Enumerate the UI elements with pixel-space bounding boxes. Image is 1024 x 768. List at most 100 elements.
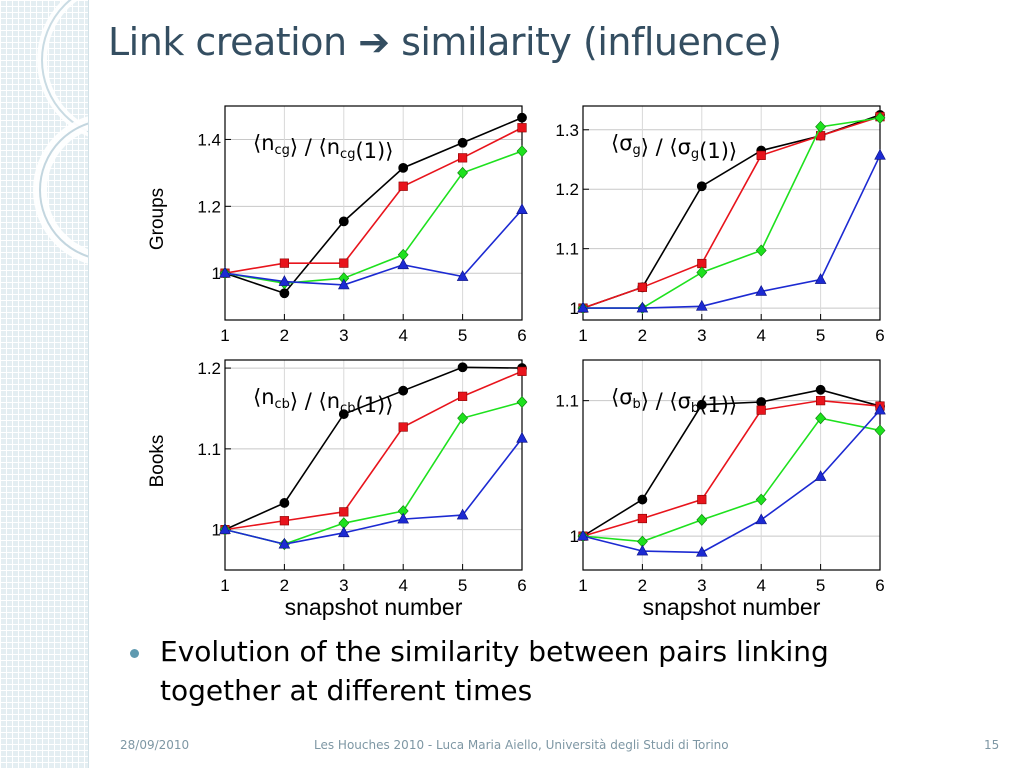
formula-label: ⟨σg⟩ / ⟨σg(1)⟩ [611, 131, 737, 163]
chart-sg: 11.11.21.31 2 3 4 5 6⟨σg⟩ / ⟨σg(1)⟩ [555, 105, 886, 345]
formula-subscript: b [691, 401, 699, 416]
plot-frame [582, 105, 881, 321]
tick-label-x: 4 [398, 326, 407, 345]
data-point-circle [696, 399, 707, 410]
tick-label-x: 1 [220, 326, 229, 345]
data-point-triangle [219, 266, 231, 278]
data-point-circle [457, 137, 468, 148]
tick-label-y: 1.1 [555, 240, 579, 259]
series-line-2 [224, 150, 523, 285]
data-point-triangle [636, 544, 649, 556]
series-line-0 [582, 388, 881, 537]
title-arrow-icon: ➔ [358, 20, 390, 64]
tick-label-x: 6 [875, 576, 884, 595]
formula-part: ⟩ / ⟨σ [641, 389, 691, 413]
data-point-diamond [874, 111, 886, 124]
data-point-square [637, 282, 647, 292]
formula-part: ⟨σ [611, 385, 633, 409]
data-point-circle [398, 385, 409, 396]
tick-label-y: 1.1 [197, 440, 221, 459]
tick-label-x: 3 [339, 326, 348, 345]
data-point-triangle [337, 526, 350, 538]
data-point-diamond [696, 513, 708, 526]
data-point-diamond [516, 396, 528, 408]
tick-label-x: 5 [458, 326, 467, 345]
data-point-circle [756, 397, 767, 407]
data-point-triangle [814, 470, 827, 481]
series-line-3 [224, 209, 523, 286]
data-point-triangle [755, 285, 768, 296]
tick-label-x: 5 [816, 326, 825, 345]
footer-center: Les Houches 2010 - Luca Maria Aiello, Un… [314, 738, 729, 752]
tick-label-y: 1 [570, 299, 579, 318]
data-point-diamond [696, 266, 708, 279]
formula-part: ⟨n [253, 131, 275, 155]
data-point-diamond [457, 412, 469, 425]
decorative-sidebar [0, 0, 89, 768]
data-point-square [517, 366, 527, 376]
data-point-diamond [874, 424, 886, 437]
tick-label-y: 1.4 [197, 130, 221, 149]
decorative-rings [33, 0, 88, 264]
data-point-circle [338, 409, 349, 420]
data-point-diamond [755, 244, 767, 257]
series-line-1 [224, 370, 523, 531]
data-point-diamond [516, 145, 528, 158]
data-point-square [517, 123, 527, 133]
formula-subscript: cg [340, 147, 355, 162]
data-point-circle [637, 494, 648, 505]
title-left: Link creation [108, 20, 347, 64]
data-point-triangle [695, 545, 708, 557]
chart-ncg: 11.21.41 2 3 4 5 6⟨ncg⟩ / ⟨ncg(1)⟩ [197, 105, 528, 345]
tick-label-x: 1 [578, 326, 587, 345]
data-point-diamond [815, 412, 827, 425]
data-point-square [339, 507, 349, 517]
bullet-text: Evolution of the similarity between pair… [160, 635, 829, 707]
x-axis-label: snapshot number [643, 594, 821, 620]
tick-label-x: 4 [398, 576, 407, 595]
series-line-1 [582, 115, 881, 309]
data-point-circle [815, 384, 826, 395]
data-point-triangle [397, 512, 410, 524]
data-point-triangle [874, 403, 886, 415]
data-point-square [756, 405, 766, 415]
tick-label-x: 5 [458, 576, 467, 595]
data-point-square [279, 258, 290, 268]
tick-label-x: 6 [517, 576, 526, 595]
series-line-1 [582, 399, 881, 537]
tick-label-x: 3 [697, 576, 706, 595]
formula-part: ⟨σ [611, 131, 633, 155]
formula-subscript: g [691, 147, 699, 162]
data-point-triangle [278, 537, 291, 549]
series-line-3 [582, 409, 881, 554]
data-point-circle [457, 362, 468, 373]
tick-label-x: 2 [638, 326, 647, 345]
chart-ncb: 1 1.1 1.2 1 2 3 4 5 6 snapshot number ⟨ncb⟩ / ⟨ncb… [197, 359, 528, 620]
data-point-triangle [456, 270, 469, 281]
data-point-triangle [577, 529, 589, 541]
data-point-diamond [457, 166, 469, 179]
data-point-circle [696, 181, 707, 192]
data-point-square [815, 396, 826, 406]
formula-subscript: b [633, 397, 641, 412]
footer-page-number: 15 [984, 738, 1000, 752]
data-point-triangle [456, 508, 469, 520]
footer-date: 28/09/2010 [120, 738, 190, 752]
data-point-square [457, 153, 468, 163]
series-line-0 [224, 116, 523, 295]
x-axis-label: snapshot number [285, 594, 463, 620]
data-point-square [398, 181, 408, 191]
tick-label-x: 2 [280, 326, 289, 345]
series-line-3 [224, 437, 523, 545]
data-point-triangle [577, 301, 589, 313]
tick-label-y: 1.2 [197, 359, 221, 378]
tick-label-x: 6 [875, 326, 884, 345]
data-point-triangle [219, 523, 231, 534]
tick-label-x: 6 [517, 326, 526, 345]
bullet-item: Evolution of the similarity between pair… [130, 632, 950, 710]
chart-sb: 1 1.1 1 2 3 4 5 6 snapshot number ⟨σb⟩ / ⟨σb(1)⟩ [555, 359, 886, 620]
data-point-square [637, 513, 647, 524]
formula-part: (1)⟩ [355, 139, 393, 163]
data-point-triangle [397, 258, 410, 270]
data-point-square [339, 258, 349, 268]
